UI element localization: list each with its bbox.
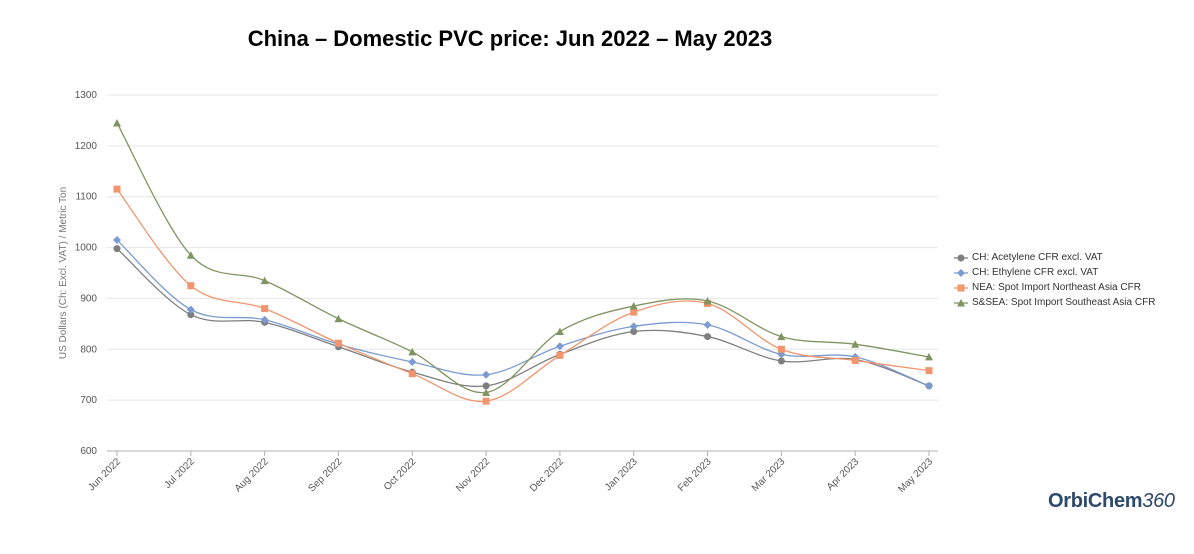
x-tick-label: Feb 2023 [676,456,714,494]
data-point [630,327,638,335]
data-point [482,370,491,379]
legend-marker-shape [957,254,965,261]
data-point [113,185,121,193]
data-point [851,356,859,364]
data-point [113,235,121,244]
legend-label: CH: Ethylene CFR excl. VAT [972,267,1099,278]
data-point [629,322,638,331]
data-point [556,351,564,359]
x-tick-label: Apr 2023 [825,456,862,493]
x-tick-label: Sep 2022 [307,456,345,494]
y-tick-label: 800 [80,344,97,355]
legend-marker [954,298,968,306]
y-tick-label: 1100 [75,192,97,203]
legend-marker-shape [957,268,965,277]
data-point [408,347,417,356]
data-point [704,333,712,341]
legend-label: CH: Acetylene CFR excl. VAT [972,252,1103,263]
data-point [555,342,564,351]
x-tick-label: Nov 2022 [454,456,492,494]
series-line-4 [116,122,930,394]
legend-marker [954,268,968,277]
data-point [925,367,933,375]
x-tick-label: Jul 2022 [162,456,197,491]
y-tick-label: 700 [80,395,97,406]
legend-item[interactable]: NEA: Spot Import Northeast Asia CFR [954,280,1155,295]
data-point [260,315,269,324]
data-point [186,305,195,314]
data-point [555,327,564,335]
y-tick-label: 900 [80,293,97,304]
data-point [777,332,786,341]
legend-label: NEA: Spot Import Northeast Asia CFR [972,282,1141,293]
data-point [777,345,785,353]
data-point [703,320,712,329]
data-point [113,245,121,253]
x-tick-label: Aug 2022 [233,456,271,494]
legend-marker-shape [957,284,965,291]
legend-item[interactable]: S&SEA: Spot Import Southeast Asia CFR [954,295,1155,310]
legend-marker [954,284,968,291]
series-line-2 [116,239,930,387]
x-tick-label: May 2023 [896,456,935,495]
data-point [408,370,416,378]
chart-title: China – Domestic PVC price: Jun 2022 – M… [247,26,773,51]
data-point [482,397,490,405]
data-point [925,381,933,390]
data-point [482,382,490,390]
data-point [777,357,785,365]
y-axis-label: US Dollars (Ch: Excl. VAT) / Metric Ton [58,187,69,359]
orbichem360-logo: OrbiChem360 [1048,490,1175,512]
data-point [187,282,195,290]
legend-label: S&SEA: Spot Import Southeast Asia CFR [972,297,1156,308]
y-tick-label: 600 [80,446,97,457]
data-point [851,340,860,348]
data-point [925,352,933,361]
series-line-3 [116,188,930,403]
data-point [629,302,638,310]
legend-item[interactable]: CH: Acetylene CFR excl. VAT [954,250,1155,265]
y-tick-label: 1200 [75,141,98,152]
data-point [260,276,269,285]
y-tick-label: 1000 [75,243,98,254]
x-tick-label: Dec 2022 [528,456,566,494]
x-tick-label: Oct 2022 [382,456,419,493]
data-point [482,388,491,397]
legend-item[interactable]: CH: Ethylene CFR excl. VAT [954,265,1155,280]
data-point [334,339,342,347]
chart-legend: CH: Acetylene CFR excl. VAT CH: Ethylene … [954,250,1155,310]
data-point [113,118,121,127]
data-point [408,358,417,366]
data-point [186,251,195,259]
data-point [334,314,343,323]
data-point [187,311,195,319]
x-tick-label: Jan 2023 [603,456,640,493]
data-point [630,308,638,316]
legend-marker [954,254,968,261]
x-tick-label: Jun 2022 [86,456,123,493]
x-tick-label: Mar 2023 [750,456,788,494]
data-point [261,305,269,313]
legend-marker-shape [957,298,965,306]
data-point [703,296,712,305]
y-tick-label: 1300 [75,90,98,101]
